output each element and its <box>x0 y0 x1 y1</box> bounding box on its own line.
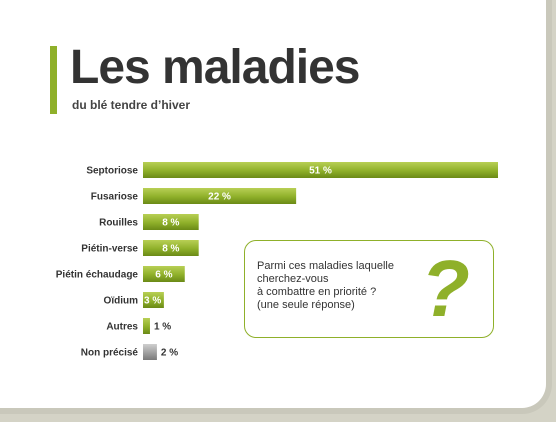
chart-card: Les maladies du blé tendre d’hiver Septo… <box>0 0 552 414</box>
category-label: Non précisé <box>81 348 139 359</box>
title-accent-bar <box>50 46 57 114</box>
bar <box>143 214 199 230</box>
category-label: Oïdium <box>104 296 139 307</box>
category-label: Piétin échaudage <box>56 270 139 281</box>
page-title: Les maladies <box>70 41 360 94</box>
value-label: 2 % <box>161 348 178 359</box>
bar <box>143 162 498 178</box>
category-label: Piétin-verse <box>81 244 138 255</box>
bar <box>143 266 185 282</box>
value-label: 51 % <box>309 166 332 177</box>
question-box: Parmi ces maladies laquelle cherchez-vou… <box>244 240 494 338</box>
category-label: Fusariose <box>91 192 139 203</box>
category-label: Autres <box>106 322 138 333</box>
bar <box>143 318 150 334</box>
value-label: 3 % <box>144 296 161 307</box>
value-label: 1 % <box>154 322 171 333</box>
value-label: 8 % <box>162 244 179 255</box>
bar <box>143 240 199 256</box>
value-label: 22 % <box>208 192 231 203</box>
question-mark-icon: ? <box>421 244 470 333</box>
category-label: Rouilles <box>99 218 138 229</box>
value-label: 8 % <box>162 218 179 229</box>
bar <box>143 292 164 308</box>
bar <box>143 188 297 204</box>
category-label: Septoriose <box>86 166 138 177</box>
question-text: Parmi ces maladies laquelle cherchez-vou… <box>257 260 394 311</box>
bar <box>143 344 157 360</box>
page-subtitle: du blé tendre d’hiver <box>72 98 191 112</box>
value-label: 6 % <box>155 270 172 281</box>
